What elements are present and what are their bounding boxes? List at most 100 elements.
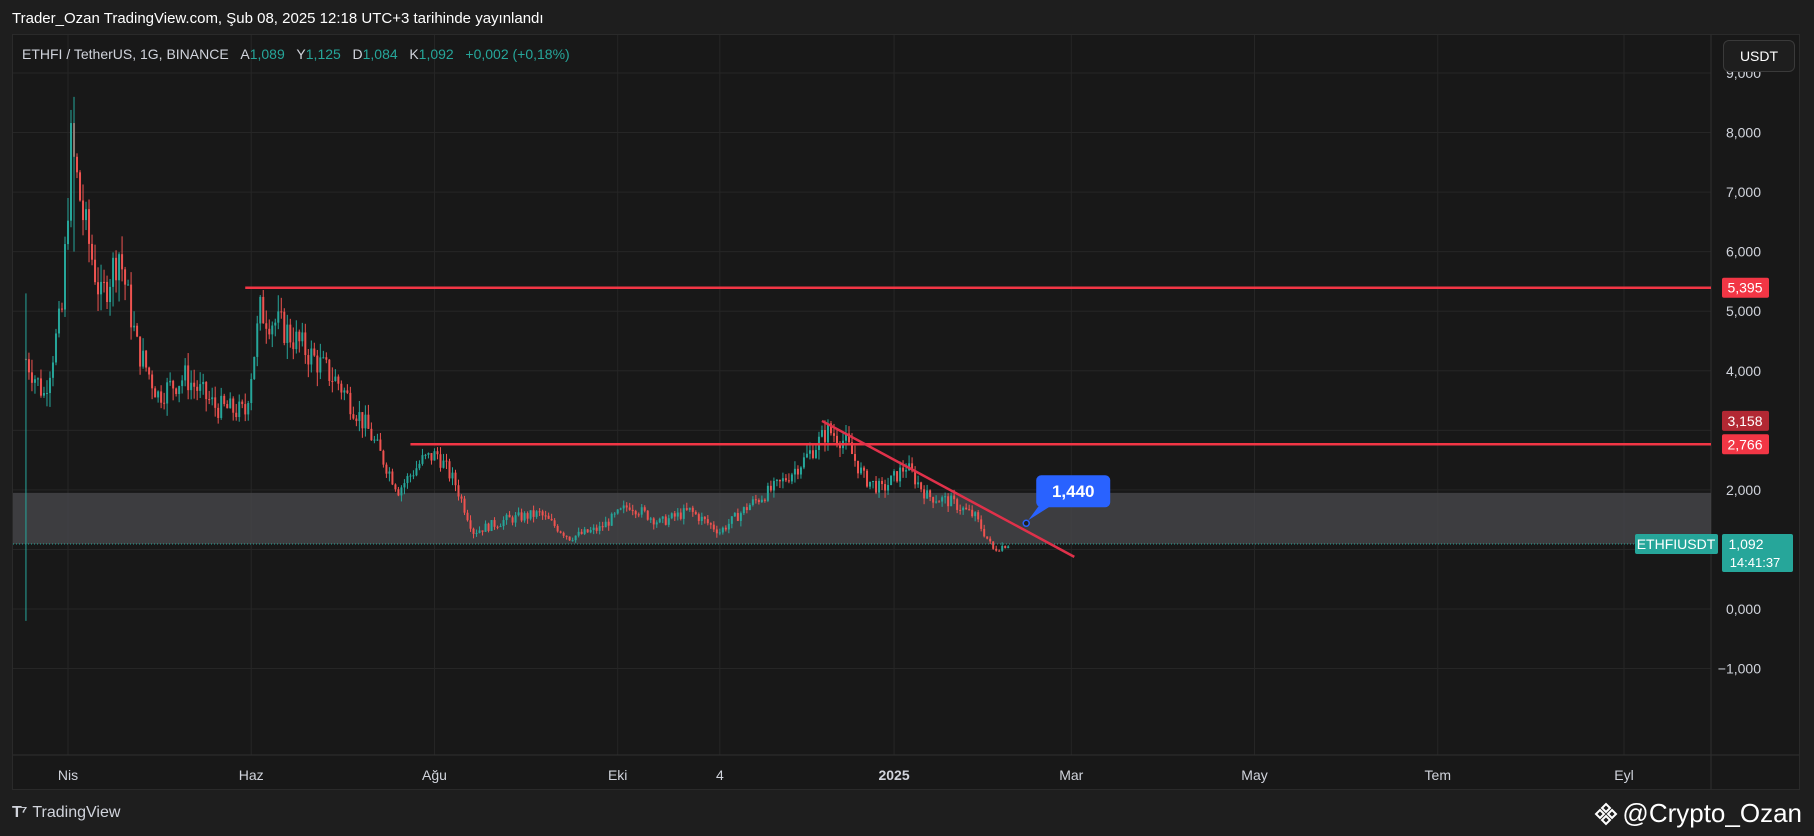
time-axis[interactable]: Nis Haz Ağu Eki 4 2025 Mar May Tem Eyl <box>58 767 1634 783</box>
candle-body <box>175 388 178 395</box>
candle <box>739 511 742 527</box>
candle <box>223 393 226 407</box>
candle <box>872 480 875 489</box>
candle <box>436 447 439 460</box>
trendline[interactable] <box>821 419 1075 558</box>
candle-body <box>439 454 442 468</box>
candle <box>484 520 487 532</box>
candle <box>283 308 286 346</box>
candle <box>27 352 30 380</box>
candle-body <box>565 535 568 537</box>
support-zone[interactable] <box>13 492 1711 544</box>
candle-body <box>568 536 571 541</box>
candle <box>442 453 445 469</box>
candle-body <box>896 471 899 482</box>
tradingview-logo[interactable]: T⁷ TradingView <box>12 804 120 822</box>
candle-body <box>926 490 929 499</box>
candle-body <box>550 518 553 521</box>
candle-body <box>766 485 769 501</box>
candle-body <box>854 453 857 461</box>
chart-frame[interactable]: 1,440 9,000 8,000 7,000 6,000 5,000 4,000 2,000… <box>12 34 1800 790</box>
candle <box>196 380 199 401</box>
candle <box>577 527 580 538</box>
candle-body <box>592 527 595 531</box>
tradingview-icon: T⁷ <box>12 804 27 821</box>
candle <box>190 370 193 400</box>
price-label-badge <box>1722 277 1769 298</box>
candle <box>1004 545 1007 549</box>
candle <box>163 392 166 410</box>
symbol-tag-text: ETHFIUSDT <box>1637 536 1716 552</box>
candle-body <box>109 286 112 303</box>
candle-body <box>971 509 974 517</box>
candle <box>151 370 154 400</box>
candle-body <box>457 485 460 497</box>
candle <box>139 336 142 375</box>
candle-body <box>634 511 637 515</box>
candle <box>76 153 79 179</box>
candle-body <box>745 507 748 511</box>
candle <box>929 489 932 502</box>
callout-anchor[interactable] <box>1022 519 1030 527</box>
candle-body <box>706 519 709 524</box>
candle-body <box>241 401 244 405</box>
candle <box>869 481 872 490</box>
y-tick-label: 6,000 <box>1726 244 1761 260</box>
open-label: A <box>240 46 250 62</box>
candle <box>938 500 941 503</box>
candle-body <box>181 380 184 387</box>
currency-button[interactable]: USDT <box>1723 40 1795 72</box>
candle <box>778 479 781 488</box>
candle-body <box>154 388 157 398</box>
candle <box>559 530 562 534</box>
candle <box>721 526 724 535</box>
candle <box>289 318 292 348</box>
candle <box>199 372 202 398</box>
price-axis[interactable]: 9,0008,0007,0006,0005,0004,0002,0000,000… <box>1718 65 1761 677</box>
candle-body <box>829 423 832 434</box>
candle <box>661 516 664 524</box>
candle <box>57 300 60 338</box>
candle-body <box>196 386 199 391</box>
candle <box>463 495 466 516</box>
candle <box>349 386 352 420</box>
candle-body <box>517 512 520 516</box>
candle-body <box>67 220 69 245</box>
candle <box>745 503 748 514</box>
candle <box>980 515 983 532</box>
candle <box>307 349 310 378</box>
candle <box>625 502 628 512</box>
candle <box>481 530 484 536</box>
candle <box>379 432 382 451</box>
candle <box>508 511 511 518</box>
price-chart[interactable]: 1,4409,0008,0007,0006,0005,0004,0002,000… <box>13 35 1799 789</box>
candle-body <box>730 516 733 524</box>
candle-body <box>911 463 914 471</box>
candle-body <box>679 512 682 519</box>
candle-body <box>718 532 721 534</box>
candle-body <box>878 480 881 493</box>
candle <box>301 322 304 347</box>
callout-box[interactable] <box>1036 475 1111 508</box>
candle <box>51 356 54 387</box>
candle-body <box>289 324 292 343</box>
candle-body <box>682 508 685 519</box>
symbol-legend: ETHFI / TetherUS, 1G, BINANCE A1,089 Y1,… <box>22 46 570 62</box>
candle <box>748 503 751 511</box>
candle <box>274 318 277 337</box>
candle <box>205 381 208 412</box>
symbol-name[interactable]: ETHFI / TetherUS, 1G, BINANCE <box>22 46 229 62</box>
candle-body <box>436 451 439 455</box>
price-label-badge <box>1722 434 1769 455</box>
candle <box>427 452 430 459</box>
binance-icon <box>1595 802 1618 825</box>
candle <box>814 443 817 460</box>
candle <box>805 445 808 459</box>
candle-body <box>45 393 48 395</box>
candle <box>394 483 397 492</box>
candle <box>562 531 565 539</box>
candle-body <box>48 377 51 394</box>
candle <box>884 479 887 498</box>
candle-body <box>796 468 799 475</box>
candle-body <box>39 378 42 396</box>
